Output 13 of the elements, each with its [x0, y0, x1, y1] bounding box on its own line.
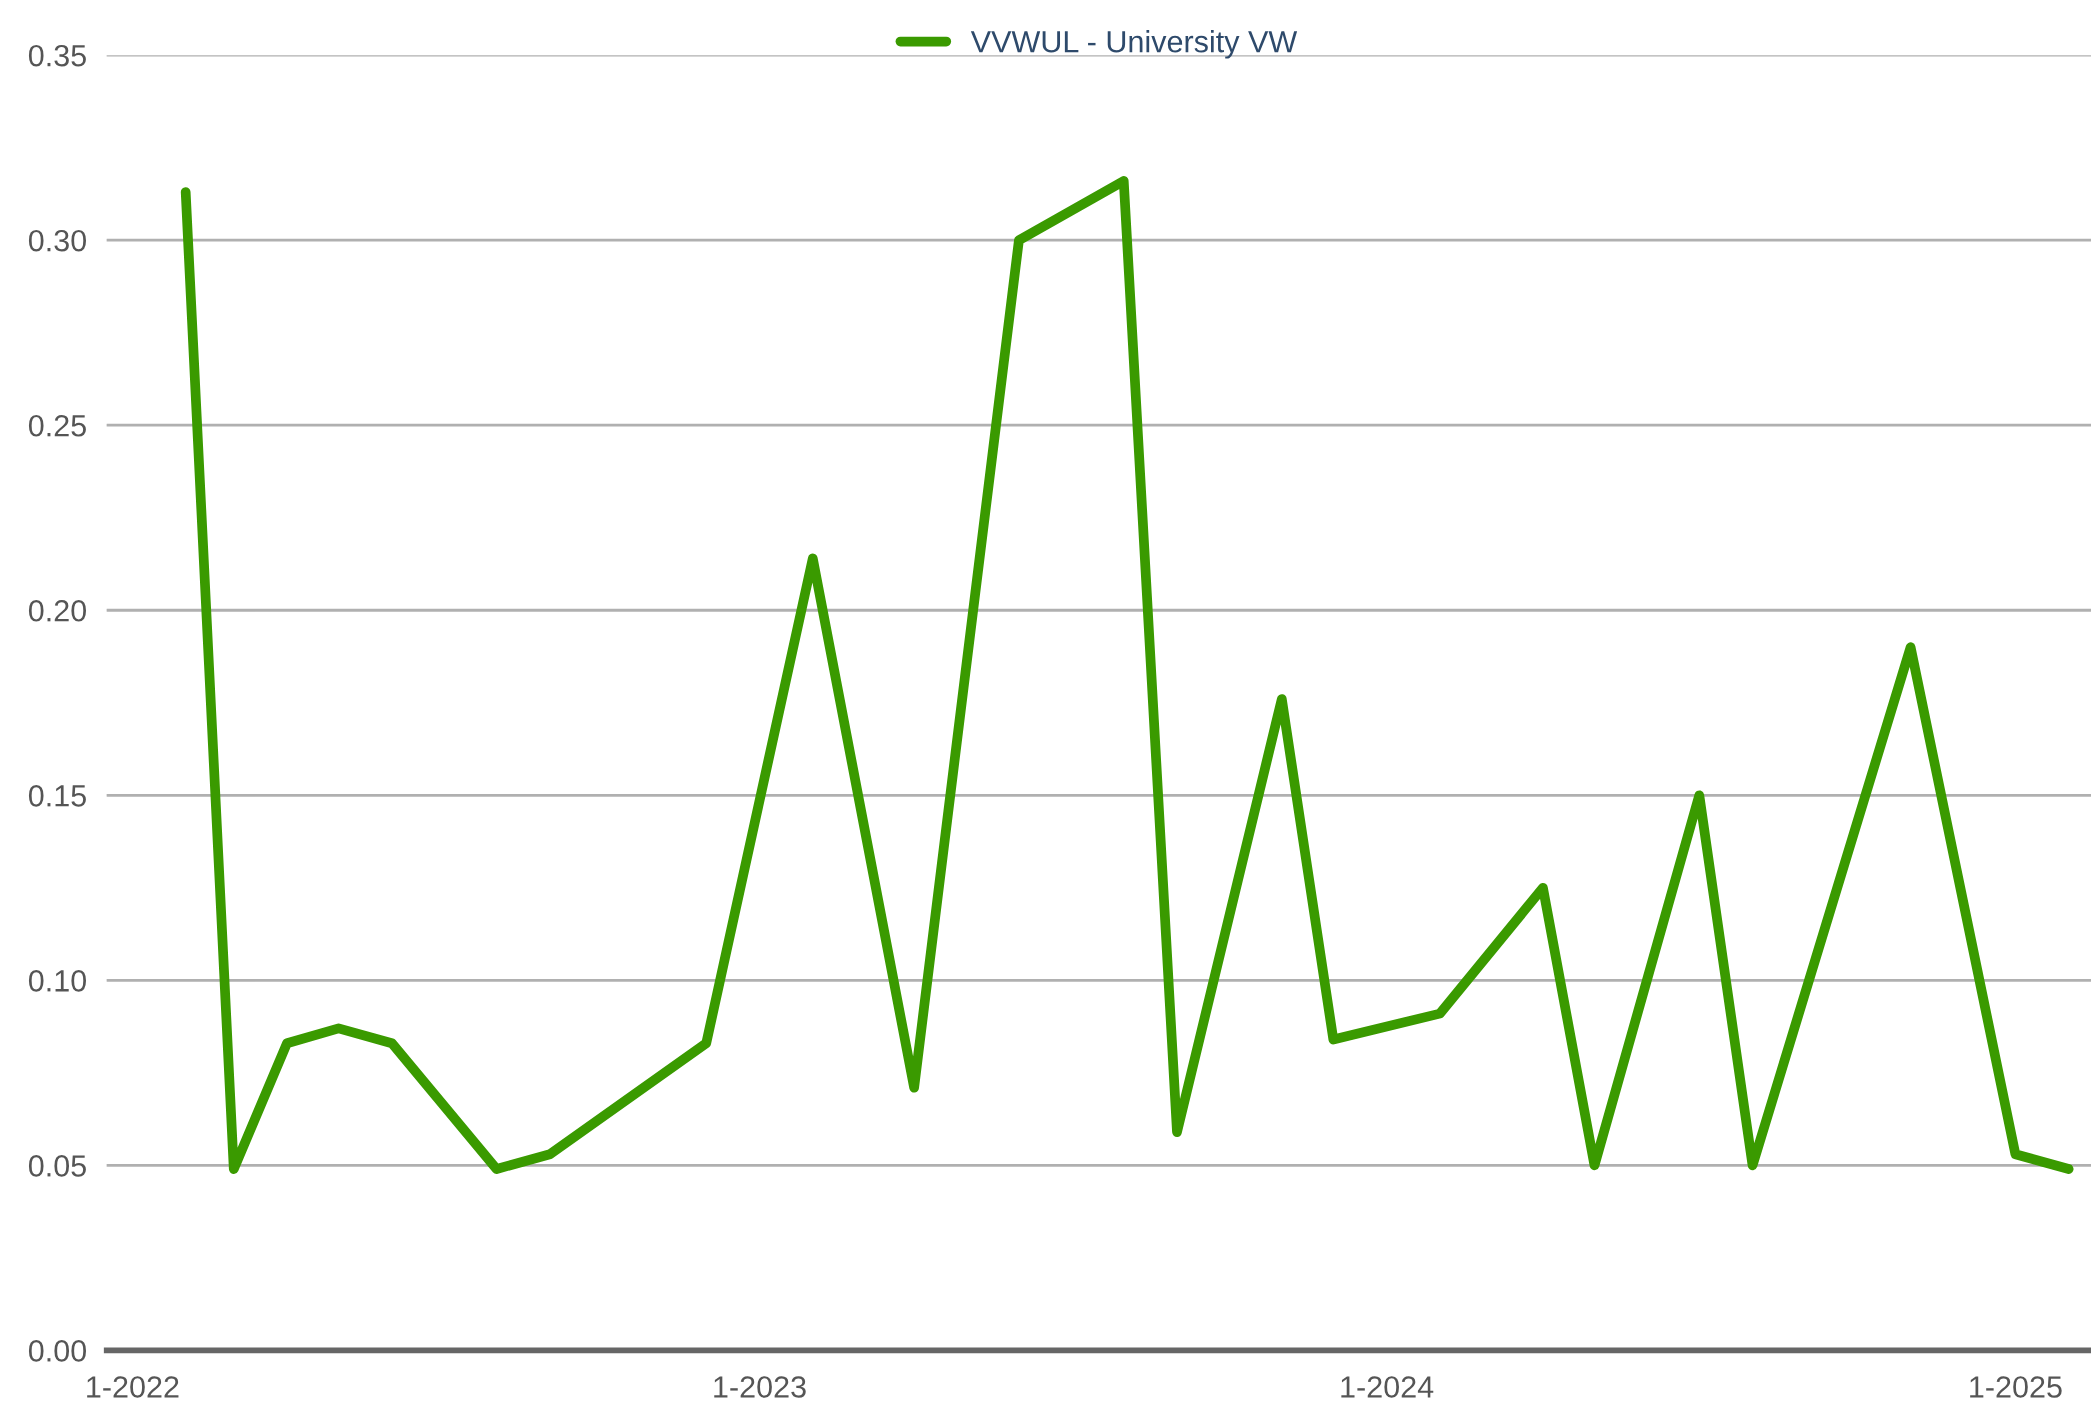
x-tick-label: 1-2023: [714, 1376, 806, 1398]
y-tick-label: 0.20: [28, 599, 87, 622]
y-tick-label: 0.10: [28, 970, 87, 992]
y-tick-label: 0.35: [28, 44, 86, 67]
y-tick-label: 0.00: [28, 1340, 87, 1362]
y-tick-label: 0.05: [28, 1155, 86, 1177]
legend-label: VVWUL - University VW: [970, 30, 1298, 59]
x-tick-label: 1-2024: [1341, 1376, 1434, 1398]
x-tick-label: 1-2025: [1970, 1376, 2062, 1398]
y-tick-label: 0.15: [28, 785, 86, 807]
y-tick-label: 0.30: [28, 229, 87, 252]
y-tick-label: 0.25: [28, 414, 86, 437]
x-tick-label: 1-2022: [87, 1376, 179, 1398]
